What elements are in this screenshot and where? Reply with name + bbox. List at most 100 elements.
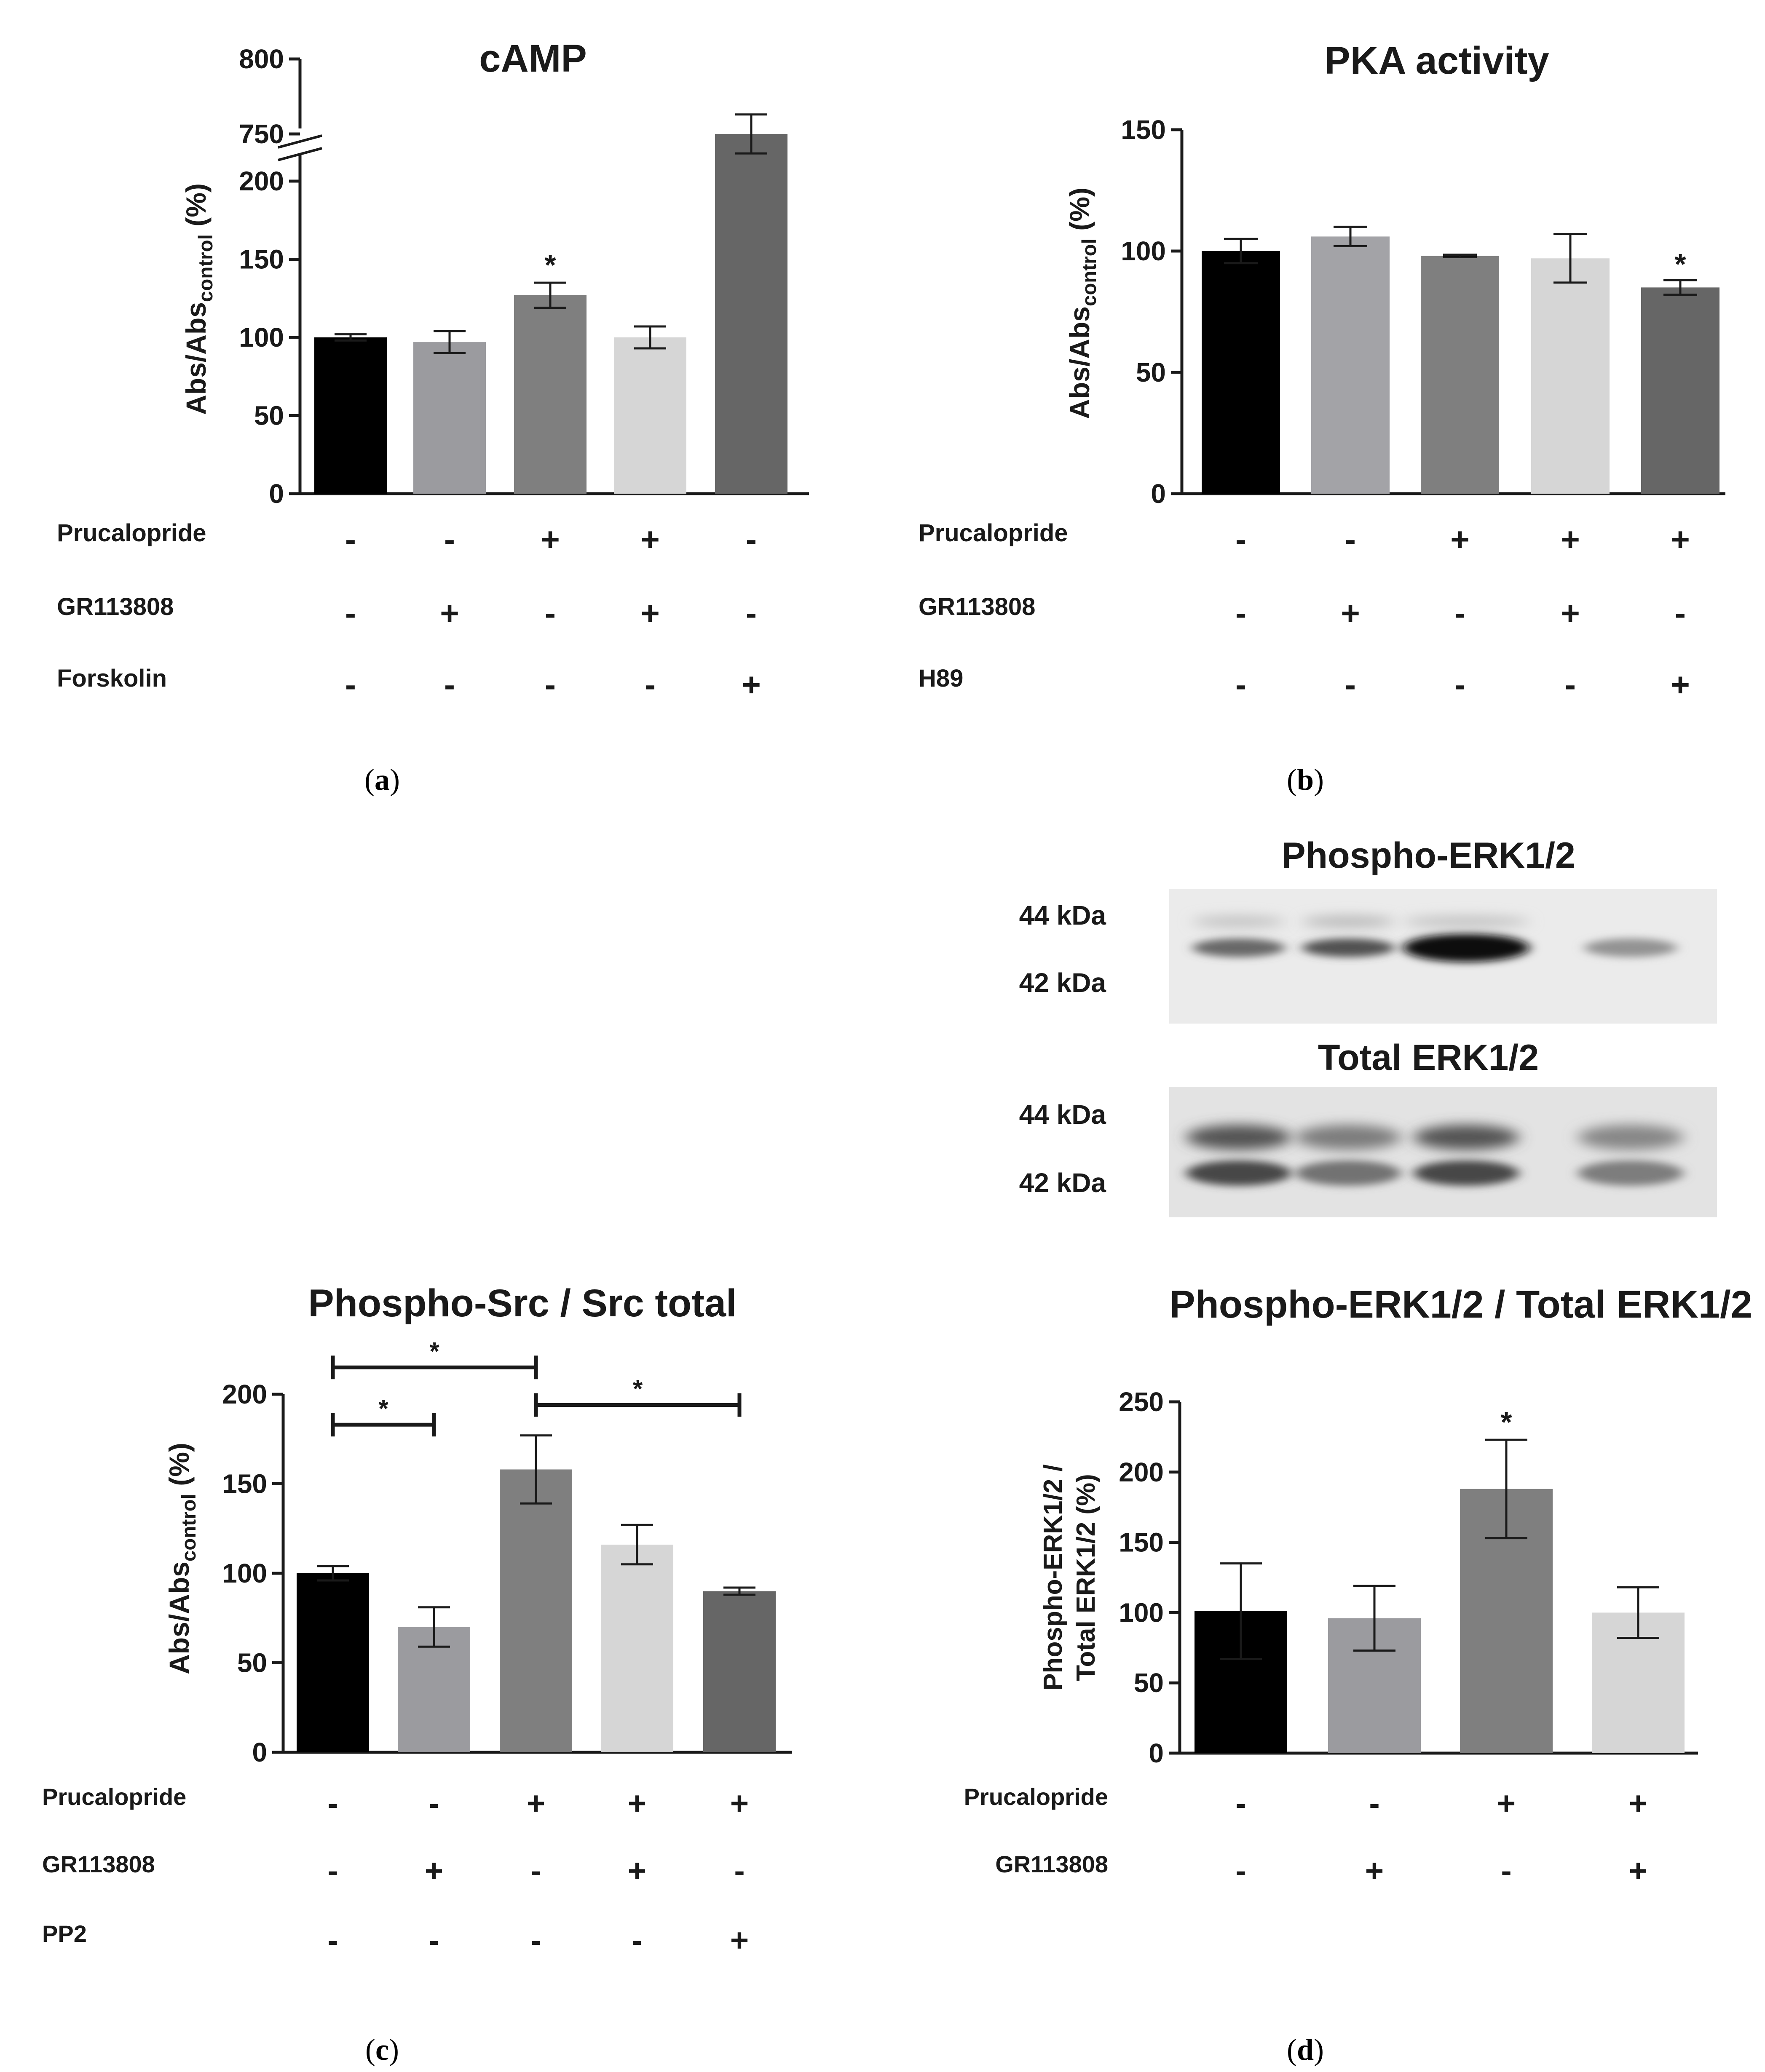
panel-label-letter: c [375,2033,389,2067]
minus-sign: - [1454,594,1465,631]
plus-sign: + [1561,594,1580,631]
significance-marker: * [633,1375,643,1403]
y-axis-label-suffix: (%) [1064,187,1095,238]
panel-label-letter: d [1297,2033,1314,2067]
y-tick-label: 50 [1134,1668,1164,1698]
significance-marker: * [378,1394,388,1422]
plus-sign: + [1341,594,1360,631]
blot-band-42kda [1186,1160,1291,1186]
minus-sign: - [1235,666,1246,703]
y-axis-label: Abs/Abscontrol (%) [1064,187,1101,419]
western-blots: Phospho-ERK1/2 44 kDa 42 kDa Total ERK1/2 44… [1019,835,1717,1217]
minus-sign: - [1235,1786,1246,1821]
y-axis-label-main: Abs/Abs [180,302,212,415]
axis-break-mark [278,134,322,149]
molecular-weight-marker: 42 kDa [1019,968,1106,998]
y-tick-label: 50 [237,1648,267,1678]
plus-sign: + [640,594,660,631]
y-tick-label: 0 [252,1737,267,1767]
plus-sign: + [527,1786,545,1821]
y-axis-label: Abs/Abscontrol (%) [180,183,217,415]
y-axis-label-main: Abs/Abs [1064,306,1095,419]
treatment-label: GR113808 [919,593,1035,620]
minus-sign: - [327,1922,338,1958]
blot-title: Phospho-ERK1/2 [1281,835,1575,876]
blot-band-42kda [1578,1160,1683,1186]
y-tick-label: 750 [239,119,284,149]
chart-title: Phospho-ERK1/2 / Total ERK1/2 [1169,1283,1752,1326]
y-tick-label: 200 [239,166,284,196]
minus-sign: - [1235,1853,1246,1889]
y-tick-label: 50 [254,401,284,431]
treatment-label: Forskolin [57,665,167,692]
y-axis-label-subscript: control [178,1494,200,1561]
plus-sign: + [1365,1853,1384,1889]
plus-sign: + [1629,1786,1647,1821]
panel-label-open: ( [364,763,375,797]
panel-labels: (a) (b)(c) (d) [364,763,1324,2067]
blot-band-44kda [1403,916,1529,928]
blot-band-42kda [1296,1160,1401,1186]
y-tick-label: 100 [1121,236,1166,266]
y-tick-label: 150 [239,244,284,275]
treatment-label: Prucalopride [919,519,1068,547]
panel-label-close: ) [1314,763,1324,797]
minus-sign: - [444,666,455,703]
bar [398,1627,470,1752]
treatment-label: GR113808 [42,1851,155,1877]
panel-label-close: ) [389,2033,399,2067]
y-axis-label-line1: Phospho-ERK1/2 / [1039,1464,1068,1690]
plus-sign: + [1561,521,1580,558]
y-axis-label-suffix: (%) [180,183,212,234]
panel-label-letter: a [375,763,390,797]
minus-sign: - [1675,594,1686,631]
treatment-label: H89 [919,665,963,692]
minus-sign: - [746,594,757,631]
blot-band-44kda [1414,1125,1519,1150]
bar [601,1545,673,1752]
axis-break-mark [278,147,322,161]
blot-band-42kda [1403,933,1529,962]
minus-sign: - [345,521,356,558]
minus-sign: - [645,666,656,703]
bar [1531,258,1610,494]
treatment-label: Prucalopride [57,519,206,547]
plus-sign: + [730,1922,749,1958]
bar [1421,256,1499,494]
minus-sign: - [545,666,556,703]
treatment-label: Prucalopride [42,1783,186,1810]
plus-sign: + [1450,521,1470,558]
chart-title: cAMP [479,37,587,80]
y-tick-label: 100 [222,1558,267,1588]
y-axis-label-subscript: control [195,234,217,302]
chart-phospho-erk: 0 50 100 150 200 250 * Phospho-ERK1/2 / Total E… [964,1283,1752,1889]
treatment-label: GR113808 [57,593,174,620]
blot-band-44kda [1296,1125,1401,1150]
y-tick-label: 150 [1121,115,1166,145]
y-tick-label: 0 [1151,479,1166,509]
minus-sign: - [530,1922,541,1958]
bar [514,295,587,494]
treatment-label: PP2 [42,1920,87,1947]
minus-sign: - [632,1922,642,1958]
panel-label-letter: b [1297,763,1314,797]
minus-sign: - [327,1853,338,1889]
chart-camp: 0 50 100 150 200 750 800 * cAMP Abs/Abscontrol (%… [57,37,809,703]
molecular-weight-marker: 44 kDa [1019,1099,1106,1130]
plus-sign: + [425,1853,443,1889]
bar [413,342,486,494]
minus-sign: - [1345,521,1356,558]
blot-band-44kda [1578,1125,1683,1150]
minus-sign: - [345,666,356,703]
y-tick-label: 100 [239,322,284,353]
panel-label: (a) [364,763,400,797]
significance-marker: * [1500,1406,1512,1438]
treatment-label: Prucalopride [964,1783,1108,1810]
minus-sign: - [1345,666,1356,703]
minus-sign: - [746,521,757,558]
plus-sign: + [742,666,761,703]
y-tick-label: 200 [222,1379,267,1409]
panel-label: (c) [365,2033,399,2067]
plus-sign: + [1671,666,1690,703]
